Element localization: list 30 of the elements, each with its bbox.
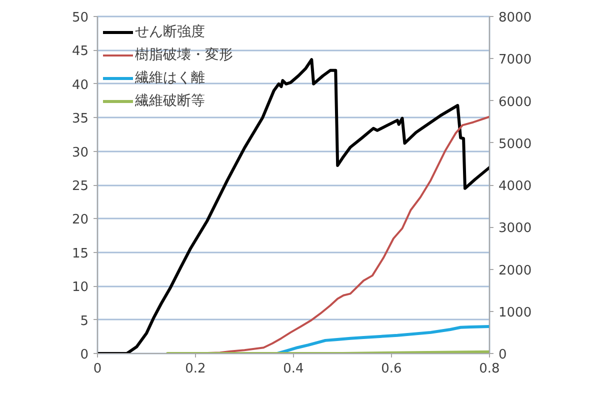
x-tick-label: 0.8 — [479, 362, 500, 376]
legend-label: 繊維破断等 — [135, 92, 205, 111]
x-tick-label: 0.6 — [381, 362, 402, 376]
y-tick-label: 10 — [72, 280, 89, 296]
y2-tick-label: 6000 — [498, 94, 532, 110]
y2-tick-label: 4000 — [498, 179, 532, 194]
y2-tick-label: 5000 — [498, 136, 532, 152]
y2-tick-label: 0 — [498, 348, 507, 362]
y2-tick-label: 1000 — [498, 305, 532, 320]
y-tick-label: 0 — [80, 348, 89, 362]
y2-tick-label: 2000 — [498, 263, 532, 278]
legend-label: 樹脂破壊・変形 — [135, 46, 233, 65]
y-tick-label: 30 — [72, 145, 89, 160]
x-tick-label: 0.4 — [283, 362, 304, 376]
line-series — [276, 325, 490, 354]
y-tick-label: 20 — [72, 212, 89, 228]
y-tick-label: 5 — [80, 314, 89, 329]
y-tick-label: 25 — [72, 179, 89, 194]
y-tick-label: 15 — [72, 246, 89, 262]
y-tick-label: 50 — [72, 10, 89, 26]
y2-tick-label: 8000 — [498, 10, 532, 26]
legend-label: 繊維はく離 — [135, 69, 205, 88]
y2-tick-label: 7000 — [498, 52, 532, 68]
x-tick-label: 0 — [93, 362, 102, 376]
legend-label: せん断強度 — [135, 23, 205, 42]
y-tick-label: 40 — [72, 78, 89, 93]
y-tick-label: 35 — [72, 112, 89, 127]
x-tick-label: 0.2 — [185, 362, 206, 376]
y2-tick-label: 3000 — [498, 221, 532, 236]
y-tick-label: 45 — [72, 44, 89, 60]
